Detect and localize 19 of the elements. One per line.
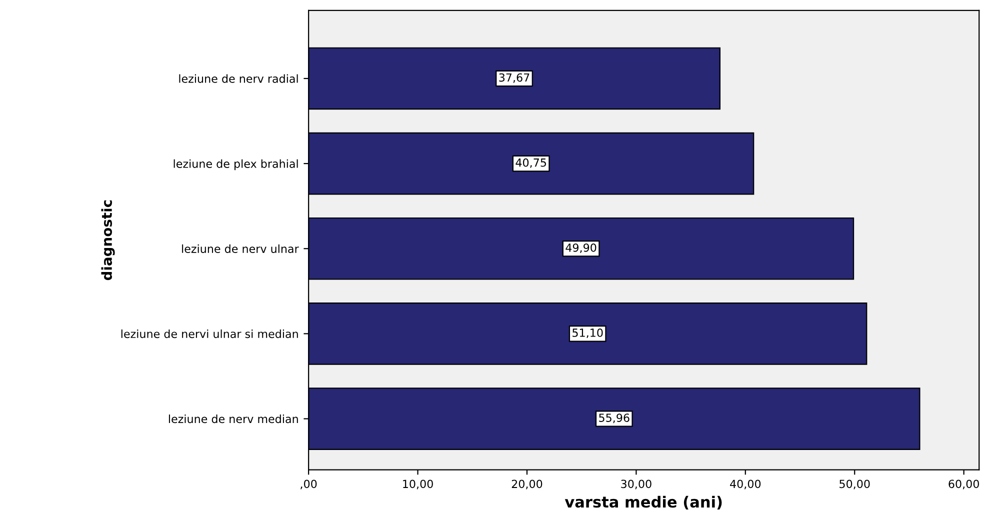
x-axis-title: varsta medie (ani) xyxy=(564,496,722,510)
x-tick-label: ,00 xyxy=(300,480,317,490)
data-label: 55,96 xyxy=(599,414,630,424)
x-tick-label: 50,00 xyxy=(840,480,870,490)
x-tick-label: 40,00 xyxy=(730,480,761,490)
x-tick-label: 10,00 xyxy=(403,480,433,490)
x-tick-label: 20,00 xyxy=(512,480,542,490)
x-tick-label: 60,00 xyxy=(948,480,979,490)
y-tick-label: leziune de nerv median xyxy=(168,414,298,424)
y-tick-label: leziune de nerv ulnar xyxy=(182,244,299,254)
data-label: 37,67 xyxy=(499,73,530,83)
y-axis-title: diagnostic xyxy=(101,200,115,280)
data-label: 51,10 xyxy=(572,328,603,338)
data-label: 49,90 xyxy=(566,243,596,253)
x-tick-label: 30,00 xyxy=(621,480,652,490)
y-tick-label: leziune de plex brahial xyxy=(174,159,298,170)
y-tick-label: leziune de nerv radial xyxy=(179,74,298,83)
y-tick-label: leziune de nervi ulnar si median xyxy=(121,329,298,338)
data-label: 40,75 xyxy=(516,158,546,168)
